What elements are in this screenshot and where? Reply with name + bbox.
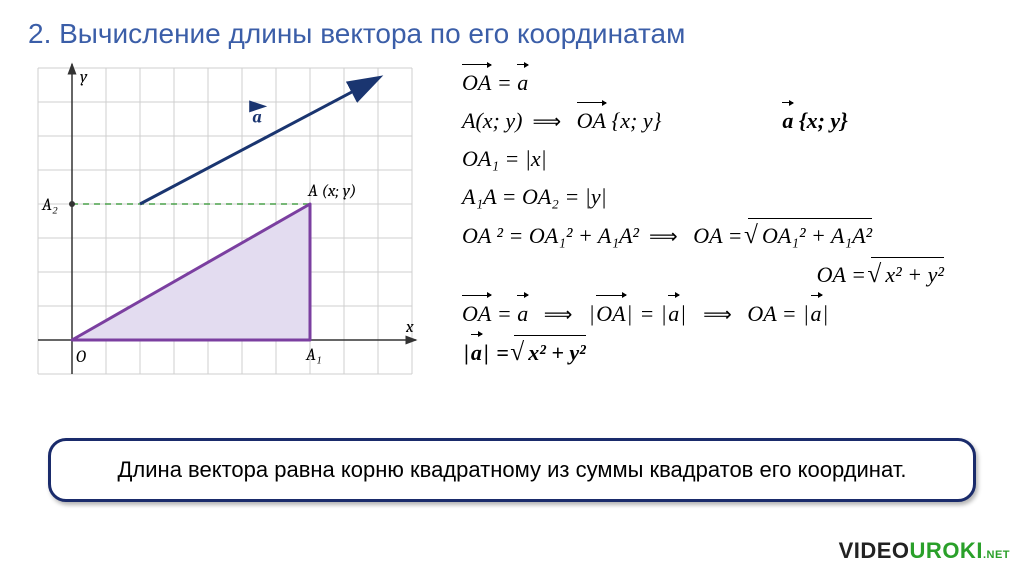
svg-text:a: a (252, 108, 262, 127)
svg-text:A₁: A₁ (305, 346, 322, 365)
svg-text:O: O (76, 348, 86, 367)
page-title: 2. Вычисление длины вектора по его коорд… (0, 0, 1024, 58)
eq-magnitude-chain: OA = a ⟹ OA = a ⟹ OA = a (462, 297, 984, 331)
eq-oa-xy: OA = x² + y² (462, 257, 984, 292)
eq-oa-equals-a: OA = a (462, 66, 984, 100)
eq-a1a: A₁A = OA₂ = |y| (462, 180, 984, 214)
eq-pythagoras: OA ² = OA₁² + A₁A²⟹ OA = OA₁² + A₁A² (462, 218, 984, 253)
eq-result: a = x² + y² (462, 335, 984, 370)
svg-text:A (x; y): A (x; y) (307, 182, 356, 201)
diagram: Ox y A (x; y) A₁ A₂ a (28, 58, 428, 399)
svg-text:y: y (80, 68, 88, 87)
eq-point-implies-vector: A(x; y)⟹ OA {x; y} a {x; y} (462, 104, 984, 138)
watermark-logo: VIDEOUROKI.NET (839, 538, 1010, 564)
summary-callout: Длина вектора равна корню квадратному из… (48, 438, 976, 502)
math-derivation: OA = a A(x; y)⟹ OA {x; y} a {x; y} OA₁ =… (428, 58, 1004, 399)
content-area: Ox y A (x; y) A₁ A₂ a OA = a A(x; y)⟹ OA {x; … (0, 58, 1024, 399)
eq-oa1: OA₁ = |x| (462, 142, 984, 176)
svg-text:x: x (405, 318, 414, 337)
svg-text:A₂: A₂ (41, 196, 58, 215)
